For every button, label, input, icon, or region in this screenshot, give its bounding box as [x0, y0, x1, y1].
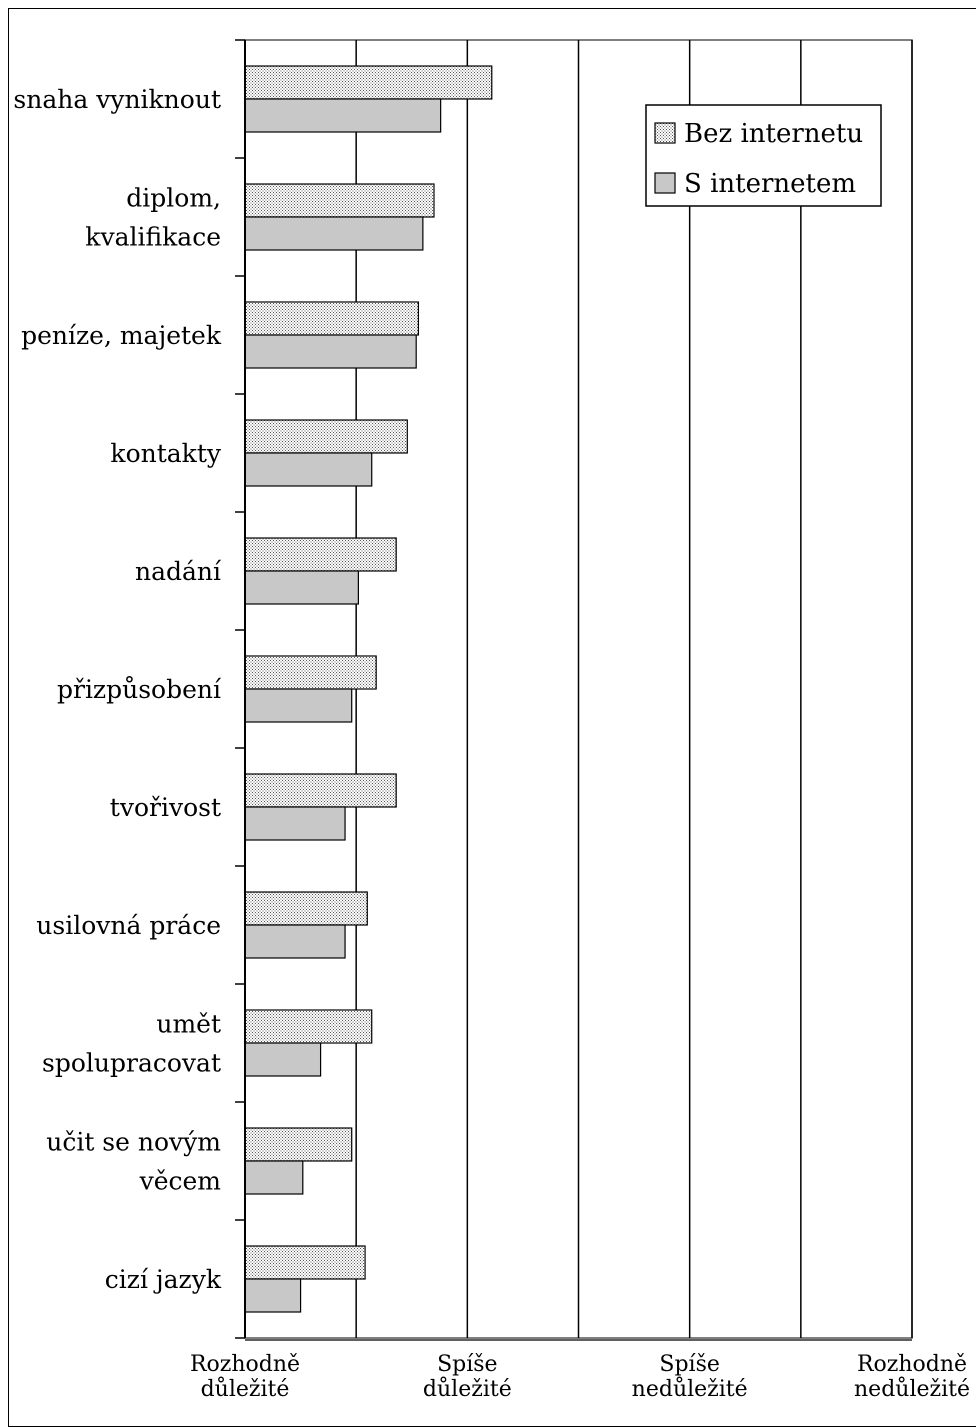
x-tick-label-1-0: Spíše [437, 1352, 498, 1377]
gridlines [355, 40, 913, 1338]
bar-s-internetem-9 [244, 1160, 304, 1195]
category-label-9-0: učit se novým [46, 1128, 221, 1157]
x-tick-label-0-1: důležité [201, 1375, 290, 1402]
bar-s-internetem-0 [244, 98, 442, 133]
category-label-8-0: umět [156, 1010, 221, 1039]
bar-s-internetem-7 [244, 924, 346, 959]
legend-swatch-s-internetem [654, 172, 676, 194]
category-label-6-0: tvořivost [110, 793, 221, 822]
bar-bez-internetu-6 [244, 773, 397, 808]
bar-s-internetem-5 [244, 688, 353, 723]
category-label-9-1: věcem [139, 1167, 222, 1196]
bar-s-internetem-1 [244, 216, 424, 251]
category-label-8-1: spolupracovat [42, 1049, 221, 1078]
category-label-10-0: cizí jazyk [105, 1265, 222, 1294]
bar-bez-internetu-4 [244, 537, 397, 572]
category-label-7-0: usilovná práce [36, 911, 221, 940]
category-label-1-1: kvalifikace [85, 223, 221, 252]
legend-label-bez-internetu: Bez internetu [684, 119, 863, 149]
bar-s-internetem-3 [244, 452, 373, 487]
category-label-4-0: nadání [135, 557, 222, 586]
bar-bez-internetu-2 [244, 301, 420, 336]
category-label-5-0: přizpůsobení [57, 675, 222, 704]
legend-label-s-internetem: S internetem [684, 169, 856, 199]
bar-s-internetem-10 [244, 1278, 302, 1313]
bar-s-internetem-6 [244, 806, 346, 841]
legend-swatch-bez-internetu [654, 122, 676, 144]
legend-box [645, 104, 882, 207]
y-axis [235, 39, 912, 1341]
category-labels: snaha vyniknout diplom, kvalifikace peníze,… [13, 85, 222, 1294]
category-label-1-0: diplom, [126, 184, 221, 213]
x-axis-labels: RozhodnědůležitéSpíšedůležitéSpíšenedůle… [190, 1352, 970, 1402]
bar-bez-internetu-10 [244, 1245, 366, 1280]
bar-s-internetem-2 [244, 334, 417, 369]
bars [244, 65, 493, 1313]
x-tick-label-3-0: Rozhodně [857, 1352, 967, 1377]
x-tick-label-2-1: nedůležité [632, 1375, 748, 1402]
x-tick-label-0-0: Rozhodně [190, 1352, 300, 1377]
bar-bez-internetu-7 [244, 891, 368, 926]
category-label-3-0: kontakty [110, 439, 221, 468]
chart-frame [8, 8, 976, 1427]
category-label-0-0: snaha vyniknout [13, 85, 221, 114]
bar-s-internetem-4 [244, 570, 359, 605]
bar-bez-internetu-5 [244, 655, 377, 690]
x-tick-label-1-1: důležité [423, 1375, 512, 1402]
bar-bez-internetu-9 [244, 1127, 353, 1162]
bar-bez-internetu-8 [244, 1009, 373, 1044]
bar-bez-internetu-0 [244, 65, 493, 100]
bar-bez-internetu-3 [244, 419, 408, 454]
x-tick-label-2-0: Spíše [659, 1352, 720, 1377]
bar-bez-internetu-1 [244, 183, 435, 218]
legend: Bez internetu S internetem [645, 104, 882, 207]
category-label-2-0: peníze, majetek [21, 321, 222, 350]
bar-s-internetem-8 [244, 1042, 322, 1077]
x-tick-label-3-1: nedůležité [854, 1375, 970, 1402]
